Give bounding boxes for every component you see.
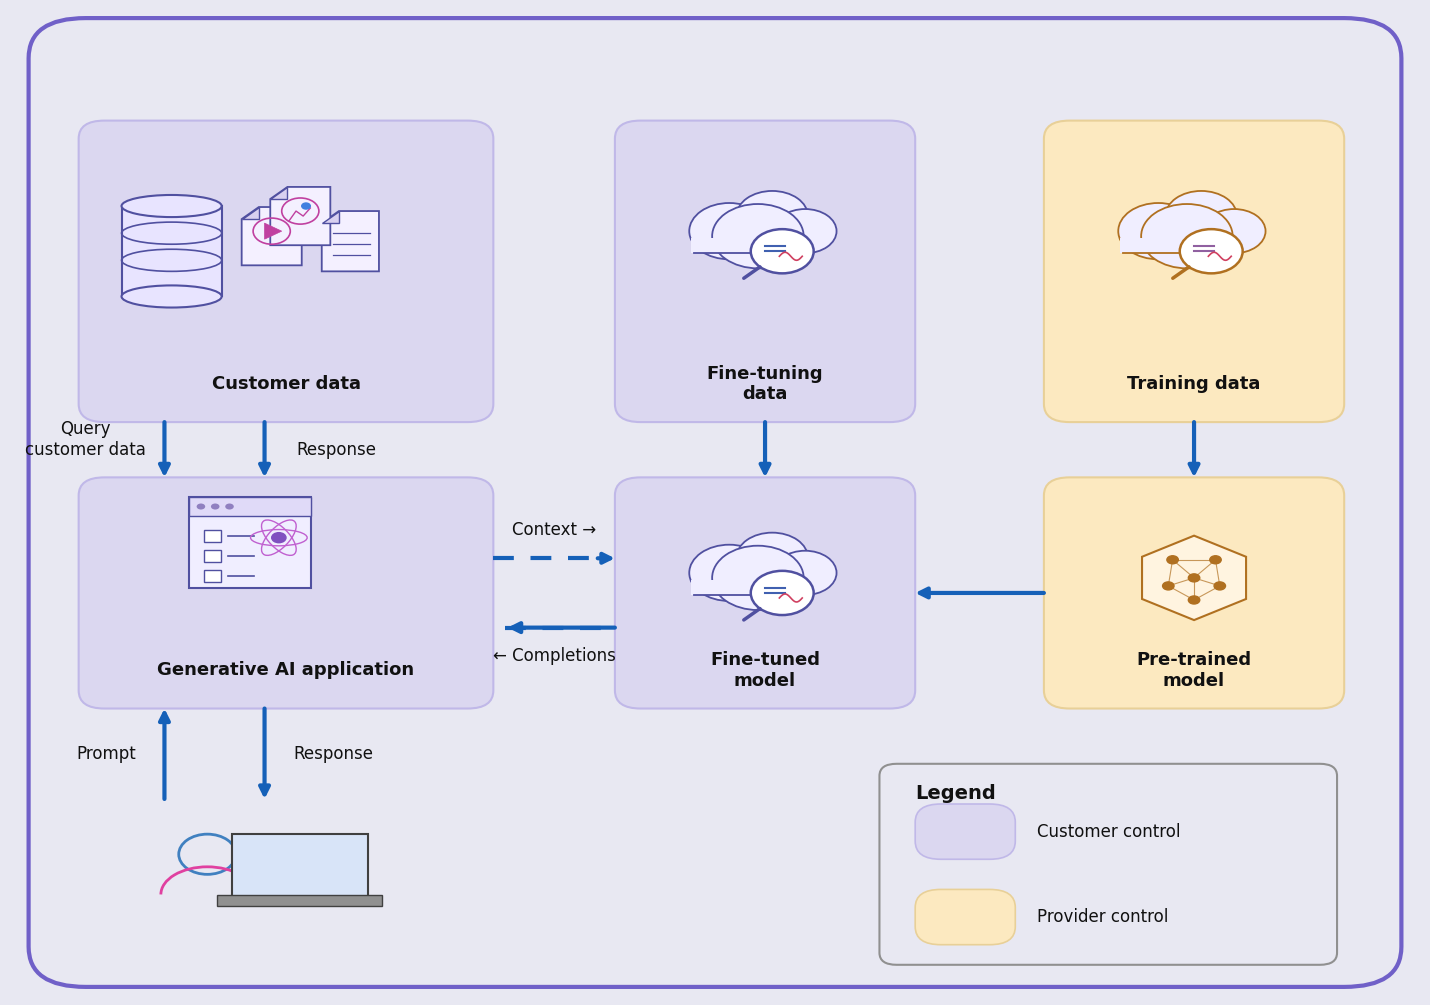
Bar bbox=[189, 497, 310, 516]
Bar bbox=[691, 238, 797, 253]
FancyBboxPatch shape bbox=[615, 477, 915, 709]
Circle shape bbox=[1188, 574, 1200, 582]
Bar bbox=[232, 834, 368, 899]
Text: Pre-trained
model: Pre-trained model bbox=[1137, 651, 1251, 689]
Polygon shape bbox=[322, 211, 379, 271]
Circle shape bbox=[712, 546, 804, 610]
Bar bbox=[122, 206, 222, 296]
Circle shape bbox=[689, 203, 769, 259]
Text: Legend: Legend bbox=[915, 785, 995, 803]
Circle shape bbox=[1188, 596, 1200, 604]
Circle shape bbox=[689, 545, 769, 601]
Circle shape bbox=[1203, 209, 1266, 253]
FancyBboxPatch shape bbox=[915, 889, 1015, 945]
Circle shape bbox=[1118, 203, 1198, 259]
Circle shape bbox=[1163, 582, 1174, 590]
Polygon shape bbox=[270, 187, 287, 199]
Ellipse shape bbox=[122, 285, 222, 308]
Text: Fine-tuning
data: Fine-tuning data bbox=[706, 365, 824, 403]
Bar bbox=[217, 895, 382, 906]
Bar bbox=[694, 229, 794, 251]
Circle shape bbox=[225, 504, 233, 510]
Text: Provider control: Provider control bbox=[1037, 909, 1168, 926]
Polygon shape bbox=[242, 207, 259, 219]
Text: Customer data: Customer data bbox=[212, 375, 360, 393]
Text: Context →: Context → bbox=[512, 522, 596, 539]
Circle shape bbox=[712, 204, 804, 268]
Circle shape bbox=[212, 504, 220, 510]
Circle shape bbox=[1214, 582, 1226, 590]
Text: Generative AI application: Generative AI application bbox=[157, 661, 415, 679]
Text: Response: Response bbox=[293, 745, 373, 763]
FancyBboxPatch shape bbox=[1044, 477, 1344, 709]
Circle shape bbox=[751, 571, 814, 615]
Polygon shape bbox=[270, 187, 330, 245]
Circle shape bbox=[736, 191, 808, 241]
FancyBboxPatch shape bbox=[615, 121, 915, 422]
FancyBboxPatch shape bbox=[915, 804, 1015, 859]
Polygon shape bbox=[242, 207, 302, 265]
Text: ← Completions: ← Completions bbox=[493, 647, 615, 664]
Circle shape bbox=[751, 229, 814, 273]
Polygon shape bbox=[322, 211, 339, 223]
FancyBboxPatch shape bbox=[79, 121, 493, 422]
Circle shape bbox=[774, 551, 837, 595]
Circle shape bbox=[1180, 229, 1243, 273]
Bar bbox=[203, 530, 220, 542]
Text: Prompt: Prompt bbox=[76, 745, 136, 763]
Bar bbox=[203, 550, 220, 562]
Bar bbox=[203, 570, 220, 582]
Text: Customer control: Customer control bbox=[1037, 823, 1180, 840]
Bar bbox=[691, 580, 797, 595]
Ellipse shape bbox=[122, 195, 222, 217]
FancyBboxPatch shape bbox=[79, 477, 493, 709]
Polygon shape bbox=[265, 223, 282, 239]
Circle shape bbox=[272, 533, 286, 543]
Bar bbox=[189, 497, 310, 588]
Circle shape bbox=[1167, 556, 1178, 564]
FancyBboxPatch shape bbox=[879, 764, 1337, 965]
Circle shape bbox=[1141, 204, 1233, 268]
Text: Training data: Training data bbox=[1127, 375, 1261, 393]
FancyBboxPatch shape bbox=[1044, 121, 1344, 422]
Circle shape bbox=[1165, 191, 1237, 241]
Bar bbox=[694, 571, 794, 593]
Polygon shape bbox=[1143, 536, 1246, 620]
Circle shape bbox=[1210, 556, 1221, 564]
Circle shape bbox=[197, 504, 206, 510]
Bar bbox=[1123, 229, 1223, 251]
Circle shape bbox=[736, 533, 808, 583]
Text: Fine-tuned
model: Fine-tuned model bbox=[711, 651, 819, 689]
FancyBboxPatch shape bbox=[29, 18, 1401, 987]
Text: Response: Response bbox=[296, 441, 376, 458]
Circle shape bbox=[302, 203, 310, 209]
Circle shape bbox=[774, 209, 837, 253]
Text: Query
customer data: Query customer data bbox=[26, 420, 146, 459]
Bar bbox=[1120, 238, 1226, 253]
